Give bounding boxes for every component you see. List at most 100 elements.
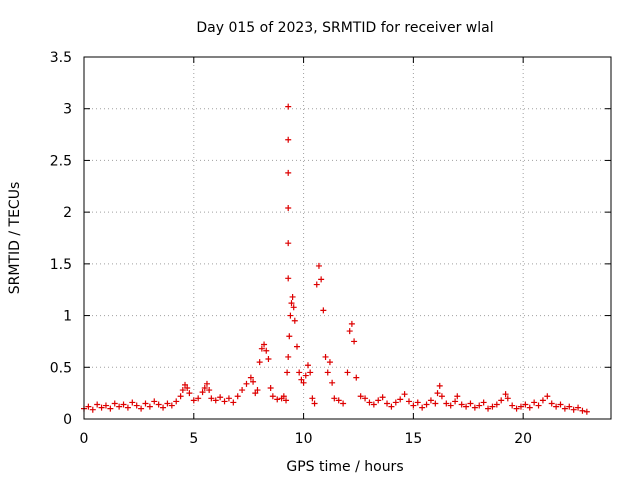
y-tick-label: 1.5 (50, 257, 72, 273)
data-point (397, 396, 404, 403)
data-point (309, 395, 316, 402)
data-point (177, 393, 184, 400)
data-point (138, 405, 145, 412)
data-point (252, 390, 259, 397)
x-tick-labels: 0 5 10 15 20 (80, 431, 533, 447)
data-point (239, 387, 246, 394)
x-tick-label: 20 (514, 431, 532, 447)
data-points (81, 103, 590, 415)
y-axis-label: SRMTID / TECUs (7, 182, 23, 295)
data-point (234, 393, 241, 400)
data-point (313, 281, 320, 288)
data-point (243, 380, 250, 387)
data-point (98, 404, 105, 411)
x-tick-label: 10 (295, 431, 313, 447)
data-point (566, 403, 573, 410)
data-point (186, 390, 193, 397)
data-point (290, 304, 297, 311)
data-point (405, 398, 412, 405)
data-point (151, 398, 158, 405)
data-point (298, 376, 305, 383)
data-point (485, 405, 492, 412)
data-point (261, 341, 268, 348)
data-point (467, 400, 474, 407)
data-point (247, 374, 254, 381)
x-tick-label: 15 (404, 431, 422, 447)
data-point (331, 395, 338, 402)
data-point (454, 393, 461, 400)
data-point (293, 343, 300, 350)
data-point (288, 300, 295, 307)
data-point (526, 404, 533, 411)
data-point (203, 380, 210, 387)
data-point (458, 401, 465, 408)
y-tick-label: 2 (63, 205, 72, 221)
data-point (502, 391, 509, 398)
data-point (89, 406, 96, 413)
data-point (434, 390, 441, 397)
data-point (284, 369, 291, 376)
data-point (476, 402, 483, 409)
data-point (548, 400, 555, 407)
data-point (351, 338, 358, 345)
data-point (263, 347, 270, 354)
data-point (471, 404, 478, 411)
data-point (94, 401, 101, 408)
data-point (346, 328, 353, 335)
data-point (344, 369, 351, 376)
data-point (285, 353, 292, 360)
x-tick-label: 0 (80, 431, 89, 447)
data-point (287, 312, 294, 319)
data-point (285, 136, 292, 143)
data-point (256, 359, 263, 366)
data-point (116, 403, 123, 410)
chart-title: Day 015 of 2023, SRMTID for receiver wla… (196, 20, 493, 36)
data-point (217, 394, 224, 401)
data-point (302, 372, 309, 379)
data-point (250, 378, 257, 385)
data-point (201, 384, 208, 391)
plot-area-border (83, 56, 612, 420)
data-point (370, 401, 377, 408)
y-tick-label: 3 (63, 102, 72, 118)
data-point (133, 402, 140, 409)
data-point (423, 401, 430, 408)
data-point (230, 399, 237, 406)
data-point (296, 369, 303, 376)
data-point (388, 403, 395, 410)
data-point (160, 404, 167, 411)
grid-lines (84, 57, 611, 419)
data-point (414, 399, 421, 406)
data-point (443, 400, 450, 407)
y-tick-label: 0.5 (50, 360, 72, 376)
data-point (269, 393, 276, 400)
data-point (307, 369, 314, 376)
data-point (348, 320, 355, 327)
data-point (517, 403, 524, 410)
data-point (427, 397, 434, 404)
data-point (221, 398, 228, 405)
data-point (285, 275, 292, 282)
data-point (583, 408, 590, 415)
data-point (195, 395, 202, 402)
data-point (184, 384, 191, 391)
data-point (304, 362, 311, 369)
data-point (557, 401, 564, 408)
data-point (291, 317, 298, 324)
data-point (285, 169, 292, 176)
data-point (463, 403, 470, 410)
data-point (493, 401, 500, 408)
data-point (522, 401, 529, 408)
axis-ticks (83, 56, 611, 420)
data-point (419, 404, 426, 411)
data-point (570, 406, 577, 413)
data-point (142, 400, 149, 407)
data-point (85, 403, 92, 410)
data-point (318, 276, 325, 283)
data-point (438, 393, 445, 400)
data-point (280, 393, 287, 400)
data-point (212, 397, 219, 404)
data-point (190, 397, 197, 404)
data-point (320, 307, 327, 314)
